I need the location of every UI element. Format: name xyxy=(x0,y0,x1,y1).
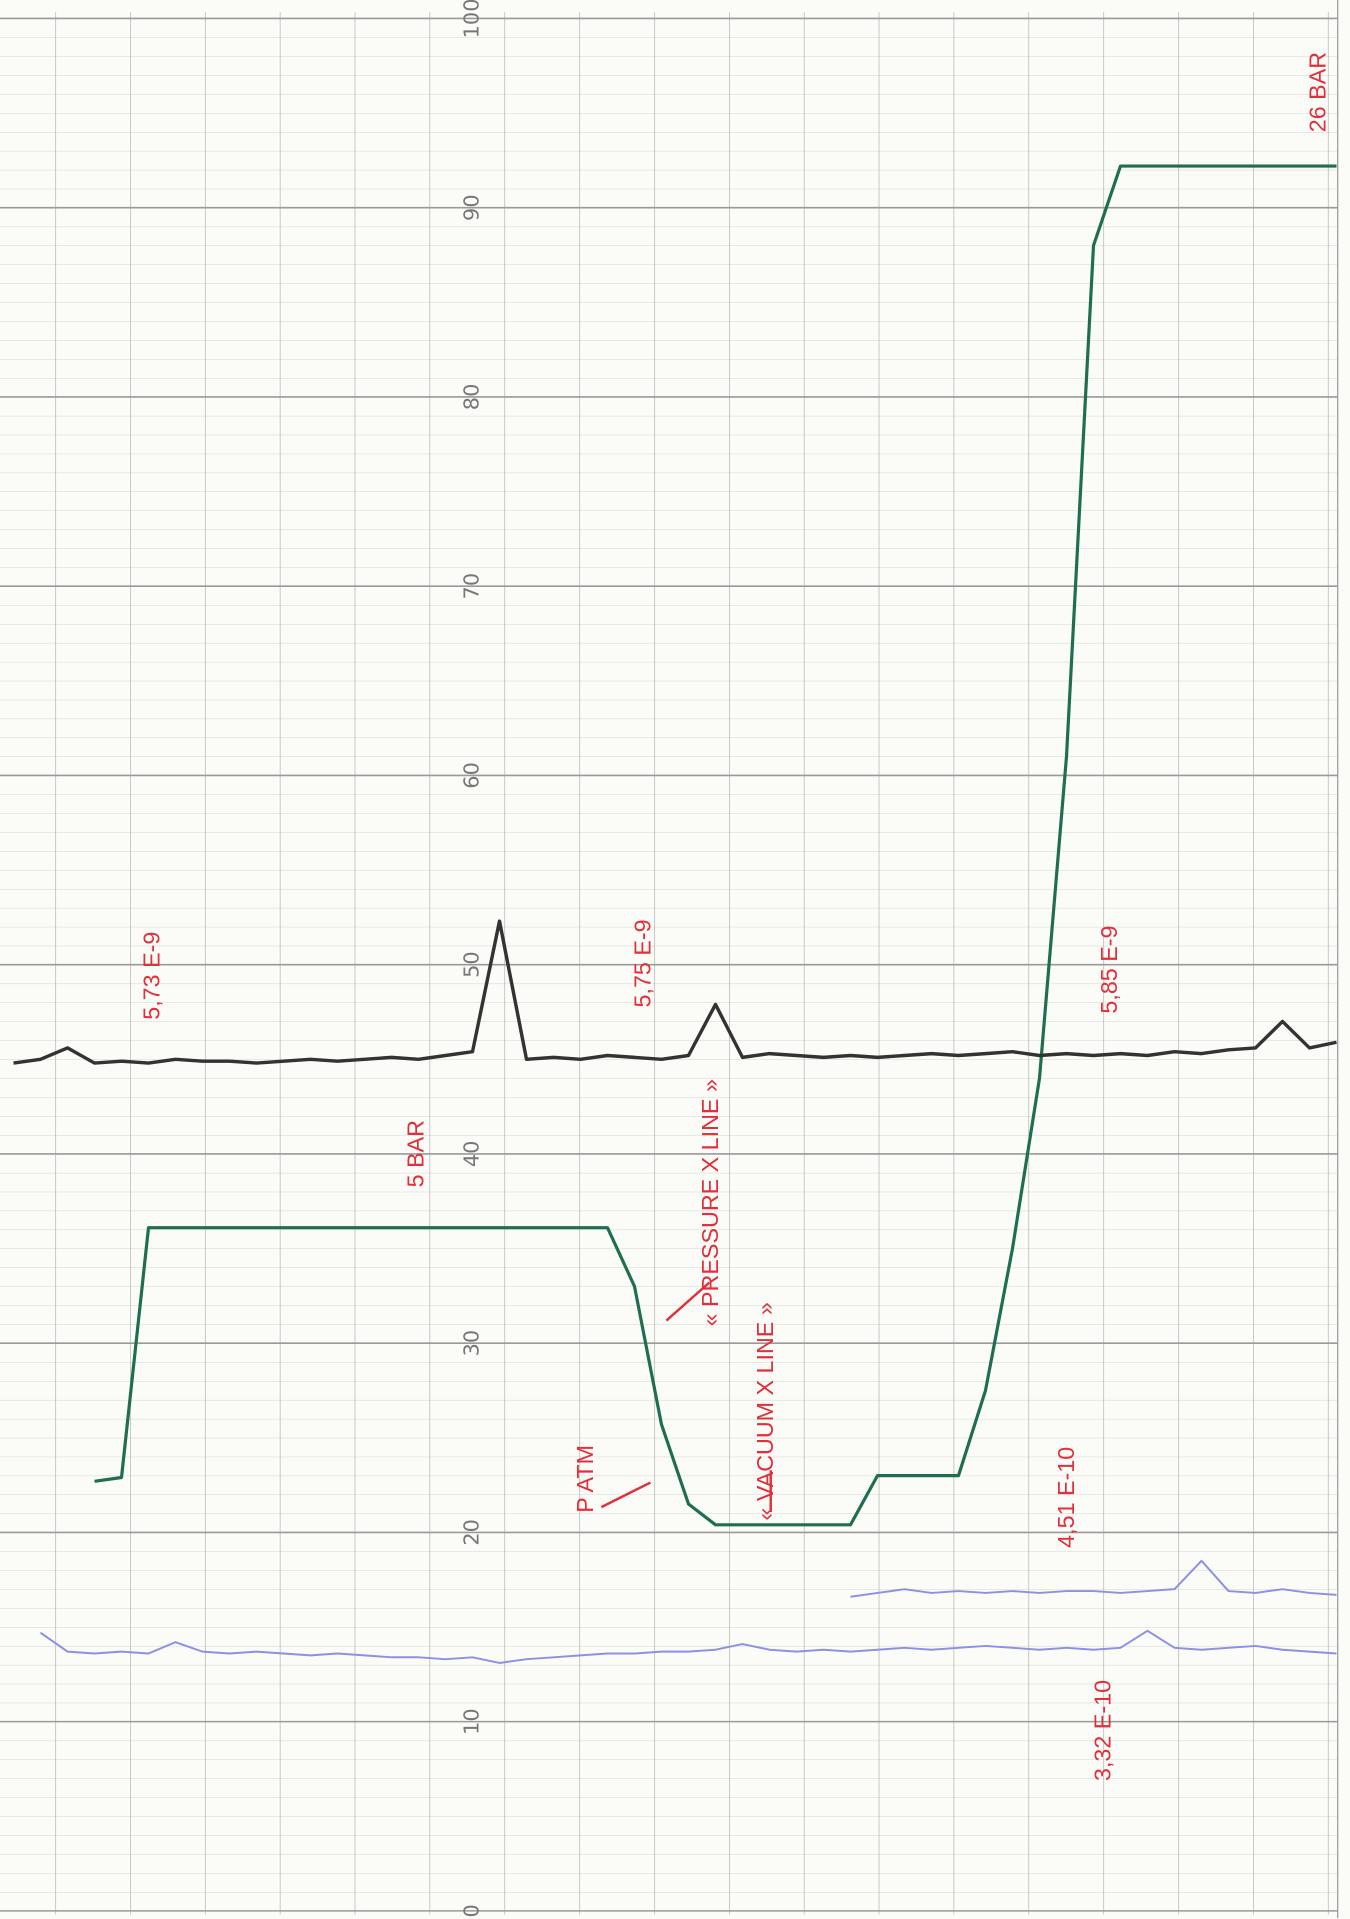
annotation: « VACUUM X LINE » xyxy=(752,1302,778,1520)
y-tick-label: 20 xyxy=(459,1519,483,1546)
y-tick-label: 90 xyxy=(460,194,484,221)
arrows xyxy=(600,1281,772,1513)
y-tick-label: 10 xyxy=(460,1708,484,1735)
series-line xyxy=(13,919,1337,1065)
y-tick-label: 50 xyxy=(460,951,484,978)
y-tick-label: 100 xyxy=(460,0,484,38)
series-line xyxy=(39,1629,1337,1664)
annotation: « PRESSURE X LINE » xyxy=(697,1079,723,1326)
y-tick-label: 30 xyxy=(459,1330,483,1357)
vertical-grid xyxy=(0,12,1338,1915)
series-line xyxy=(850,1559,1337,1598)
y-tick-label: 60 xyxy=(460,762,484,789)
y-tick-label: 40 xyxy=(460,1141,484,1168)
y-tick-label: 80 xyxy=(460,384,484,411)
arrow xyxy=(600,1481,652,1509)
annotation: P ATM xyxy=(572,1445,598,1513)
annotation: 5,85 E-9 xyxy=(1096,926,1122,1014)
annotation: 3,32 E-10 xyxy=(1090,1680,1116,1781)
annotation: 5 BAR xyxy=(402,1120,428,1187)
annotation: 4,51 E-10 xyxy=(1053,1447,1079,1548)
y-tick-label: 70 xyxy=(459,573,483,600)
annotation: 5,75 E-9 xyxy=(629,919,655,1007)
annotation: 5,73 E-9 xyxy=(139,932,165,1020)
arrow xyxy=(665,1281,711,1322)
y-tick-label: 0 xyxy=(459,1904,483,1917)
series-line xyxy=(94,164,1337,1527)
annotation: 26 BAR xyxy=(1304,52,1330,132)
